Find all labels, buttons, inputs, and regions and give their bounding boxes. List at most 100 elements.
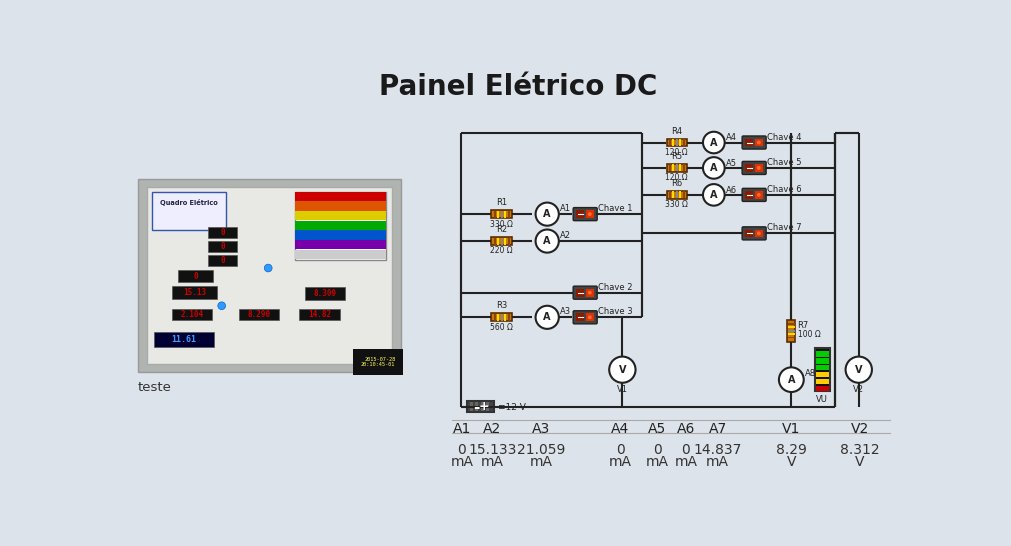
Circle shape xyxy=(757,140,760,145)
FancyBboxPatch shape xyxy=(573,286,598,299)
Text: mA: mA xyxy=(674,455,698,469)
Text: Chave 5: Chave 5 xyxy=(766,158,801,167)
Text: Painel Elétrico DC: Painel Elétrico DC xyxy=(378,73,657,101)
Bar xyxy=(508,238,510,245)
Text: V: V xyxy=(854,455,864,469)
Bar xyxy=(497,314,499,321)
FancyBboxPatch shape xyxy=(666,164,686,172)
Text: 0: 0 xyxy=(220,228,224,237)
Bar xyxy=(172,286,217,299)
Bar xyxy=(508,314,510,321)
Bar xyxy=(788,326,795,328)
FancyBboxPatch shape xyxy=(491,237,512,245)
Text: A2: A2 xyxy=(483,422,501,436)
Bar xyxy=(500,238,502,245)
Text: mA: mA xyxy=(707,455,729,469)
Text: 14.82: 14.82 xyxy=(307,310,331,319)
Text: 2.104: 2.104 xyxy=(181,310,204,319)
Text: V1: V1 xyxy=(617,385,628,394)
Bar xyxy=(755,164,763,172)
Text: 0: 0 xyxy=(220,256,224,265)
Bar xyxy=(493,211,495,218)
Text: 15.133: 15.133 xyxy=(468,443,517,457)
Bar xyxy=(475,402,478,411)
Bar xyxy=(816,379,829,384)
Text: V: V xyxy=(619,365,626,375)
Text: R3: R3 xyxy=(495,301,508,310)
Text: teste: teste xyxy=(137,381,172,394)
Bar xyxy=(755,139,763,146)
FancyBboxPatch shape xyxy=(742,188,766,201)
Bar xyxy=(788,330,795,331)
Text: mA: mA xyxy=(480,455,503,469)
Bar xyxy=(493,238,495,245)
Text: 0: 0 xyxy=(681,443,691,457)
FancyBboxPatch shape xyxy=(742,227,766,240)
Bar xyxy=(500,314,502,321)
Text: mA: mA xyxy=(530,455,552,469)
Bar xyxy=(586,210,594,218)
Text: 0: 0 xyxy=(458,443,466,457)
Text: A: A xyxy=(788,375,795,385)
Text: 100 Ω: 100 Ω xyxy=(798,330,820,339)
Text: mA: mA xyxy=(609,455,632,469)
Circle shape xyxy=(703,184,725,206)
Text: 2015-07-28
20:10:45-01: 2015-07-28 20:10:45-01 xyxy=(361,357,395,367)
Text: R1: R1 xyxy=(496,198,508,207)
Bar xyxy=(816,351,829,357)
Text: 14.837: 14.837 xyxy=(694,443,742,457)
Text: ≡12 V: ≡12 V xyxy=(497,403,526,412)
Bar xyxy=(207,255,238,266)
Bar xyxy=(508,211,510,218)
Text: A1: A1 xyxy=(560,204,570,213)
Text: Chave 4: Chave 4 xyxy=(766,133,801,141)
Circle shape xyxy=(536,229,559,253)
Circle shape xyxy=(778,367,804,392)
Bar xyxy=(294,192,386,201)
Text: 560 Ω: 560 Ω xyxy=(490,323,513,332)
Bar xyxy=(576,313,584,321)
Circle shape xyxy=(757,193,760,197)
Bar xyxy=(816,358,829,364)
Text: A: A xyxy=(710,163,718,173)
Text: mA: mA xyxy=(646,455,668,469)
Text: Chave 6: Chave 6 xyxy=(766,185,801,194)
Text: mA: mA xyxy=(451,455,473,469)
Text: A8: A8 xyxy=(805,369,816,378)
Circle shape xyxy=(587,212,591,216)
Text: 0: 0 xyxy=(220,242,224,251)
Text: VU: VU xyxy=(817,395,828,404)
Text: 0: 0 xyxy=(193,271,198,281)
Text: 330 Ω: 330 Ω xyxy=(490,219,513,229)
Bar xyxy=(294,221,386,230)
Bar xyxy=(586,313,594,321)
Bar xyxy=(586,289,594,296)
Text: A: A xyxy=(710,138,718,147)
Bar xyxy=(679,192,681,198)
Text: V: V xyxy=(855,365,862,375)
Circle shape xyxy=(264,264,272,272)
Bar xyxy=(682,139,684,146)
Text: 21.059: 21.059 xyxy=(517,443,565,457)
Bar xyxy=(239,309,279,321)
Text: A5: A5 xyxy=(726,159,736,168)
Bar xyxy=(576,210,584,218)
Text: R5: R5 xyxy=(671,152,682,161)
Bar xyxy=(504,211,507,218)
Text: A: A xyxy=(544,209,551,219)
Bar xyxy=(755,229,763,237)
Bar xyxy=(816,372,829,377)
Circle shape xyxy=(845,357,871,383)
Text: R7: R7 xyxy=(798,321,809,329)
Bar xyxy=(493,314,495,321)
Bar xyxy=(500,211,502,218)
Text: 8.309: 8.309 xyxy=(313,289,337,298)
FancyBboxPatch shape xyxy=(788,321,796,342)
Bar xyxy=(745,139,753,146)
Bar xyxy=(148,187,392,364)
Bar xyxy=(675,164,677,171)
Bar xyxy=(504,238,507,245)
Circle shape xyxy=(536,203,559,225)
Text: A6: A6 xyxy=(726,186,737,194)
Bar xyxy=(207,227,238,238)
